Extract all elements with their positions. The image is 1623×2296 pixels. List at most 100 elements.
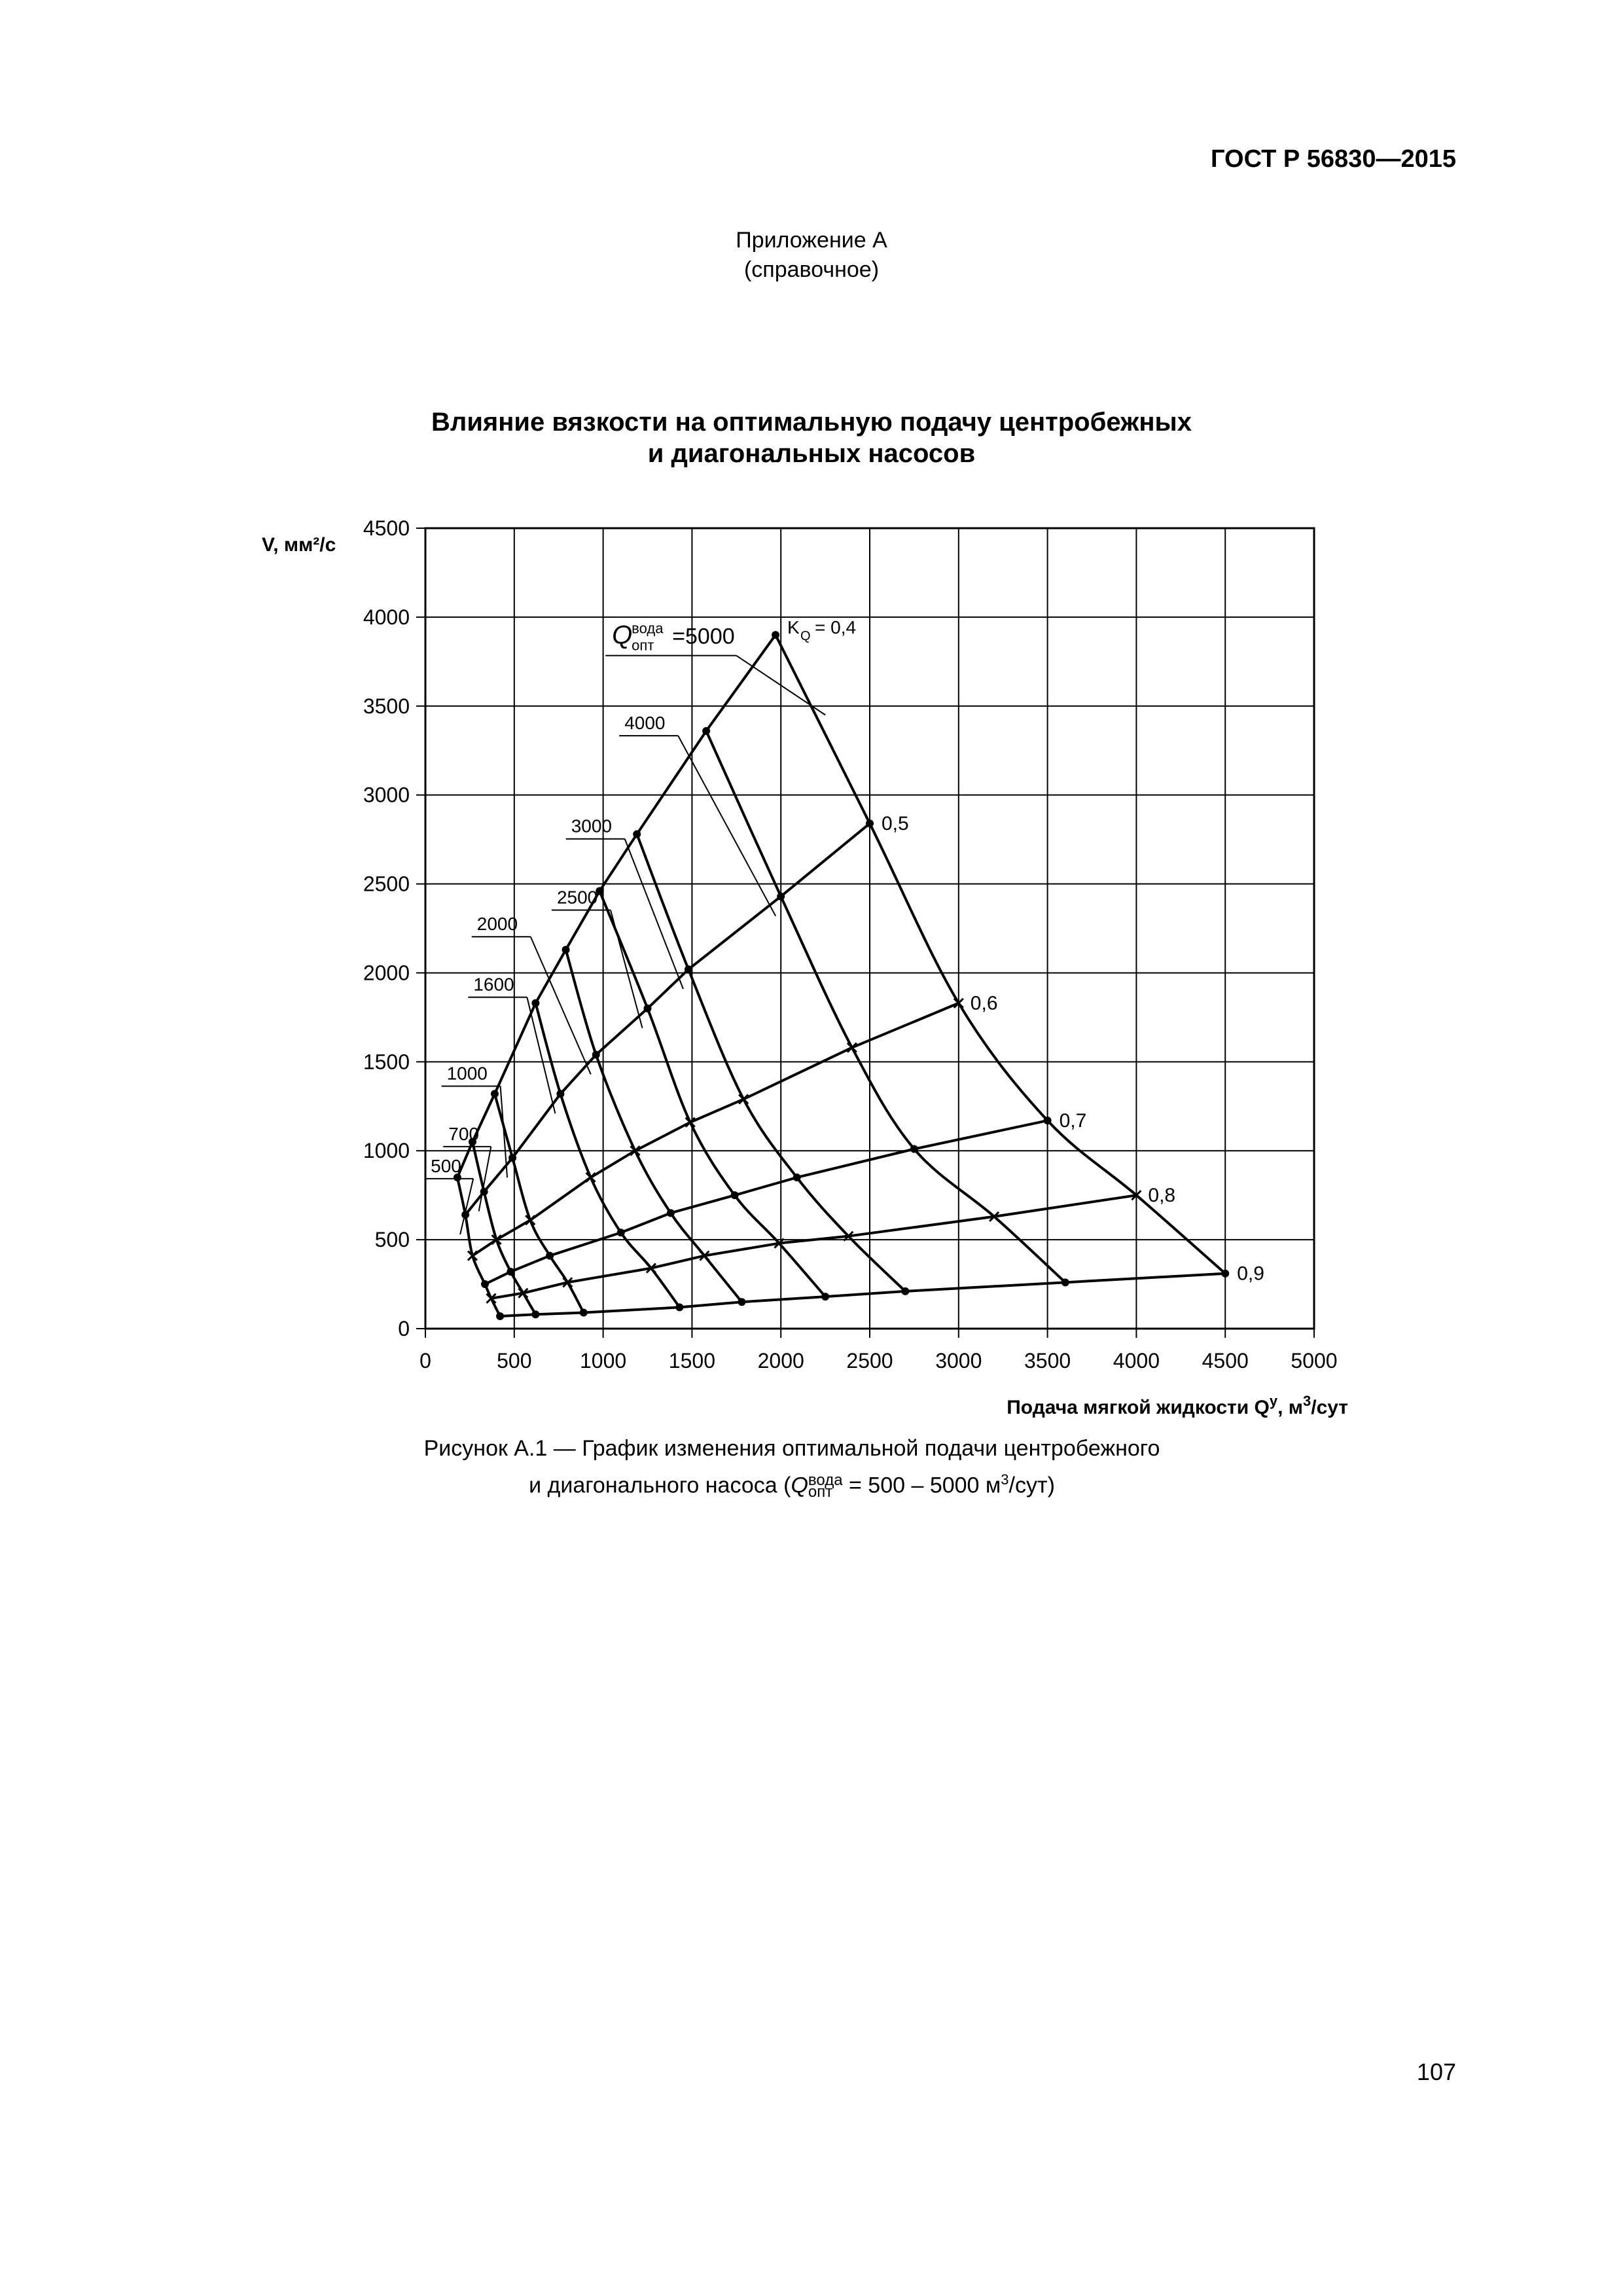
caption-q-sub: опт	[808, 1483, 833, 1501]
intersection-cross	[562, 1277, 573, 1288]
intersection-point	[531, 1310, 540, 1319]
y-tick-label: 0	[398, 1317, 410, 1340]
y-tick-label: 1500	[363, 1050, 410, 1073]
q-curve-label: 4000	[624, 713, 665, 733]
q-label-value: =5000	[672, 624, 735, 649]
q-curve-label: 1600	[473, 975, 514, 995]
x-axis-label: Подача мягкой жидкости Qу, м3/сут	[1007, 1393, 1348, 1418]
kq-label: 0,6	[971, 993, 998, 1014]
leader-line	[499, 1086, 508, 1178]
viscosity-chart: 0 500 1000 1500 2000 2500 3000 3500 4000 4500 5000…	[262, 516, 1348, 1418]
figure-caption-line2: и диагонального насоса (Q вода опт = 500 –…	[0, 1465, 1603, 1500]
leader-line	[677, 735, 777, 917]
intersection-point	[730, 1191, 739, 1200]
caption-suffix: = 500 – 5000 м	[842, 1473, 1001, 1498]
page-number: 107	[1416, 2058, 1456, 2085]
intersection-point	[1061, 1278, 1069, 1287]
caption-q-indices: вода опт	[808, 1471, 843, 1501]
x-tick-label: 4500	[1202, 1349, 1249, 1372]
x-axis-label-unit-sup: 3	[1303, 1393, 1311, 1409]
leader-line	[736, 655, 826, 716]
intersection-point	[684, 965, 692, 974]
q-water-curve	[534, 1003, 681, 1308]
intersection-point	[633, 830, 641, 838]
kq-label: 0,7	[1060, 1110, 1087, 1132]
intersection-point	[453, 1173, 461, 1181]
intersection-point	[507, 1268, 515, 1276]
chart-series	[453, 631, 1230, 1320]
kq-line	[484, 1119, 1048, 1285]
x-axis-label-sup: у	[1270, 1393, 1278, 1409]
intersection-point	[562, 946, 570, 954]
leader-line	[624, 838, 684, 990]
q-curve-label: 500	[431, 1156, 461, 1176]
chart-axes: 0 500 1000 1500 2000 2500 3000 3500 4000 4500 5000…	[262, 516, 1348, 1418]
intersection-point	[793, 1173, 801, 1181]
intersection-point	[546, 1251, 554, 1260]
q-curve-label: 1000	[447, 1064, 488, 1084]
intersection-cross	[525, 1215, 536, 1226]
intersection-cross	[491, 1234, 502, 1246]
caption-unit-sup: 3	[1001, 1471, 1009, 1488]
x-tick-label: 5000	[1291, 1349, 1337, 1372]
leader-line	[610, 910, 643, 1029]
caption-q-sup: вода	[808, 1471, 843, 1490]
intersection-point	[772, 631, 780, 639]
x-tick-label: 3500	[1024, 1349, 1071, 1372]
q-curve-label: 2000	[477, 914, 518, 934]
intersection-cross	[989, 1211, 1000, 1222]
intersection-cross	[630, 1145, 641, 1157]
y-tick-label: 3000	[363, 783, 410, 807]
intersection-cross	[846, 1042, 857, 1053]
intersection-point	[666, 1209, 675, 1217]
caption-end: /сут)	[1008, 1473, 1055, 1498]
caption-prefix: и диагонального насоса (	[529, 1473, 791, 1498]
intersection-point	[1043, 1117, 1052, 1125]
intersection-cross	[738, 1094, 749, 1105]
kq-line	[456, 634, 777, 1178]
intersection-cross	[518, 1287, 529, 1299]
intersection-point	[777, 892, 785, 901]
intersection-cross	[685, 1117, 696, 1128]
kq-label-sub: Q	[800, 629, 811, 643]
kq-label-value: = 0,4	[815, 617, 856, 637]
intersection-cross	[467, 1250, 478, 1261]
y-tick-label: 1000	[363, 1139, 410, 1162]
intersection-cross	[645, 1263, 656, 1274]
intersection-point	[468, 1138, 476, 1146]
intersection-point	[616, 1229, 625, 1237]
intersection-point	[643, 1004, 652, 1013]
intersection-cross	[1131, 1190, 1142, 1201]
intersection-point	[910, 1145, 918, 1153]
y-axis-label: V, мм²/с	[262, 534, 336, 556]
intersection-point	[866, 819, 874, 828]
x-tick-label: 1000	[580, 1349, 626, 1372]
kq-line	[464, 822, 871, 1216]
intersection-point	[579, 1308, 588, 1317]
leader-line	[529, 936, 592, 1075]
kq-label: 0,9	[1237, 1263, 1264, 1285]
intersection-cross	[585, 1172, 596, 1183]
x-tick-label: 2000	[758, 1349, 804, 1372]
caption-q-symbol: Q	[791, 1473, 808, 1498]
leader-line	[478, 1146, 492, 1211]
intersection-point	[496, 1312, 505, 1320]
y-tick-label: 3500	[363, 694, 410, 718]
y-tick-label: 4500	[363, 516, 410, 540]
q-label-sub: опт	[632, 637, 654, 654]
x-tick-label: 0	[419, 1349, 431, 1372]
q-water-curve	[774, 634, 1226, 1275]
appendix-title: Приложение А	[736, 228, 887, 253]
intersection-point	[531, 999, 540, 1007]
intersection-cross	[774, 1238, 785, 1249]
intersection-point	[702, 726, 711, 735]
chart-grid	[424, 527, 1315, 1330]
kq-line	[499, 1272, 1226, 1318]
document-code: ГОСТ Р 56830—2015	[1211, 145, 1456, 173]
kq-label: 0,5	[882, 813, 909, 834]
q-curve-label: 3000	[571, 816, 612, 836]
intersection-point	[480, 1187, 488, 1196]
q-label-symbol: Q	[612, 621, 632, 650]
intersection-cross	[486, 1293, 497, 1304]
